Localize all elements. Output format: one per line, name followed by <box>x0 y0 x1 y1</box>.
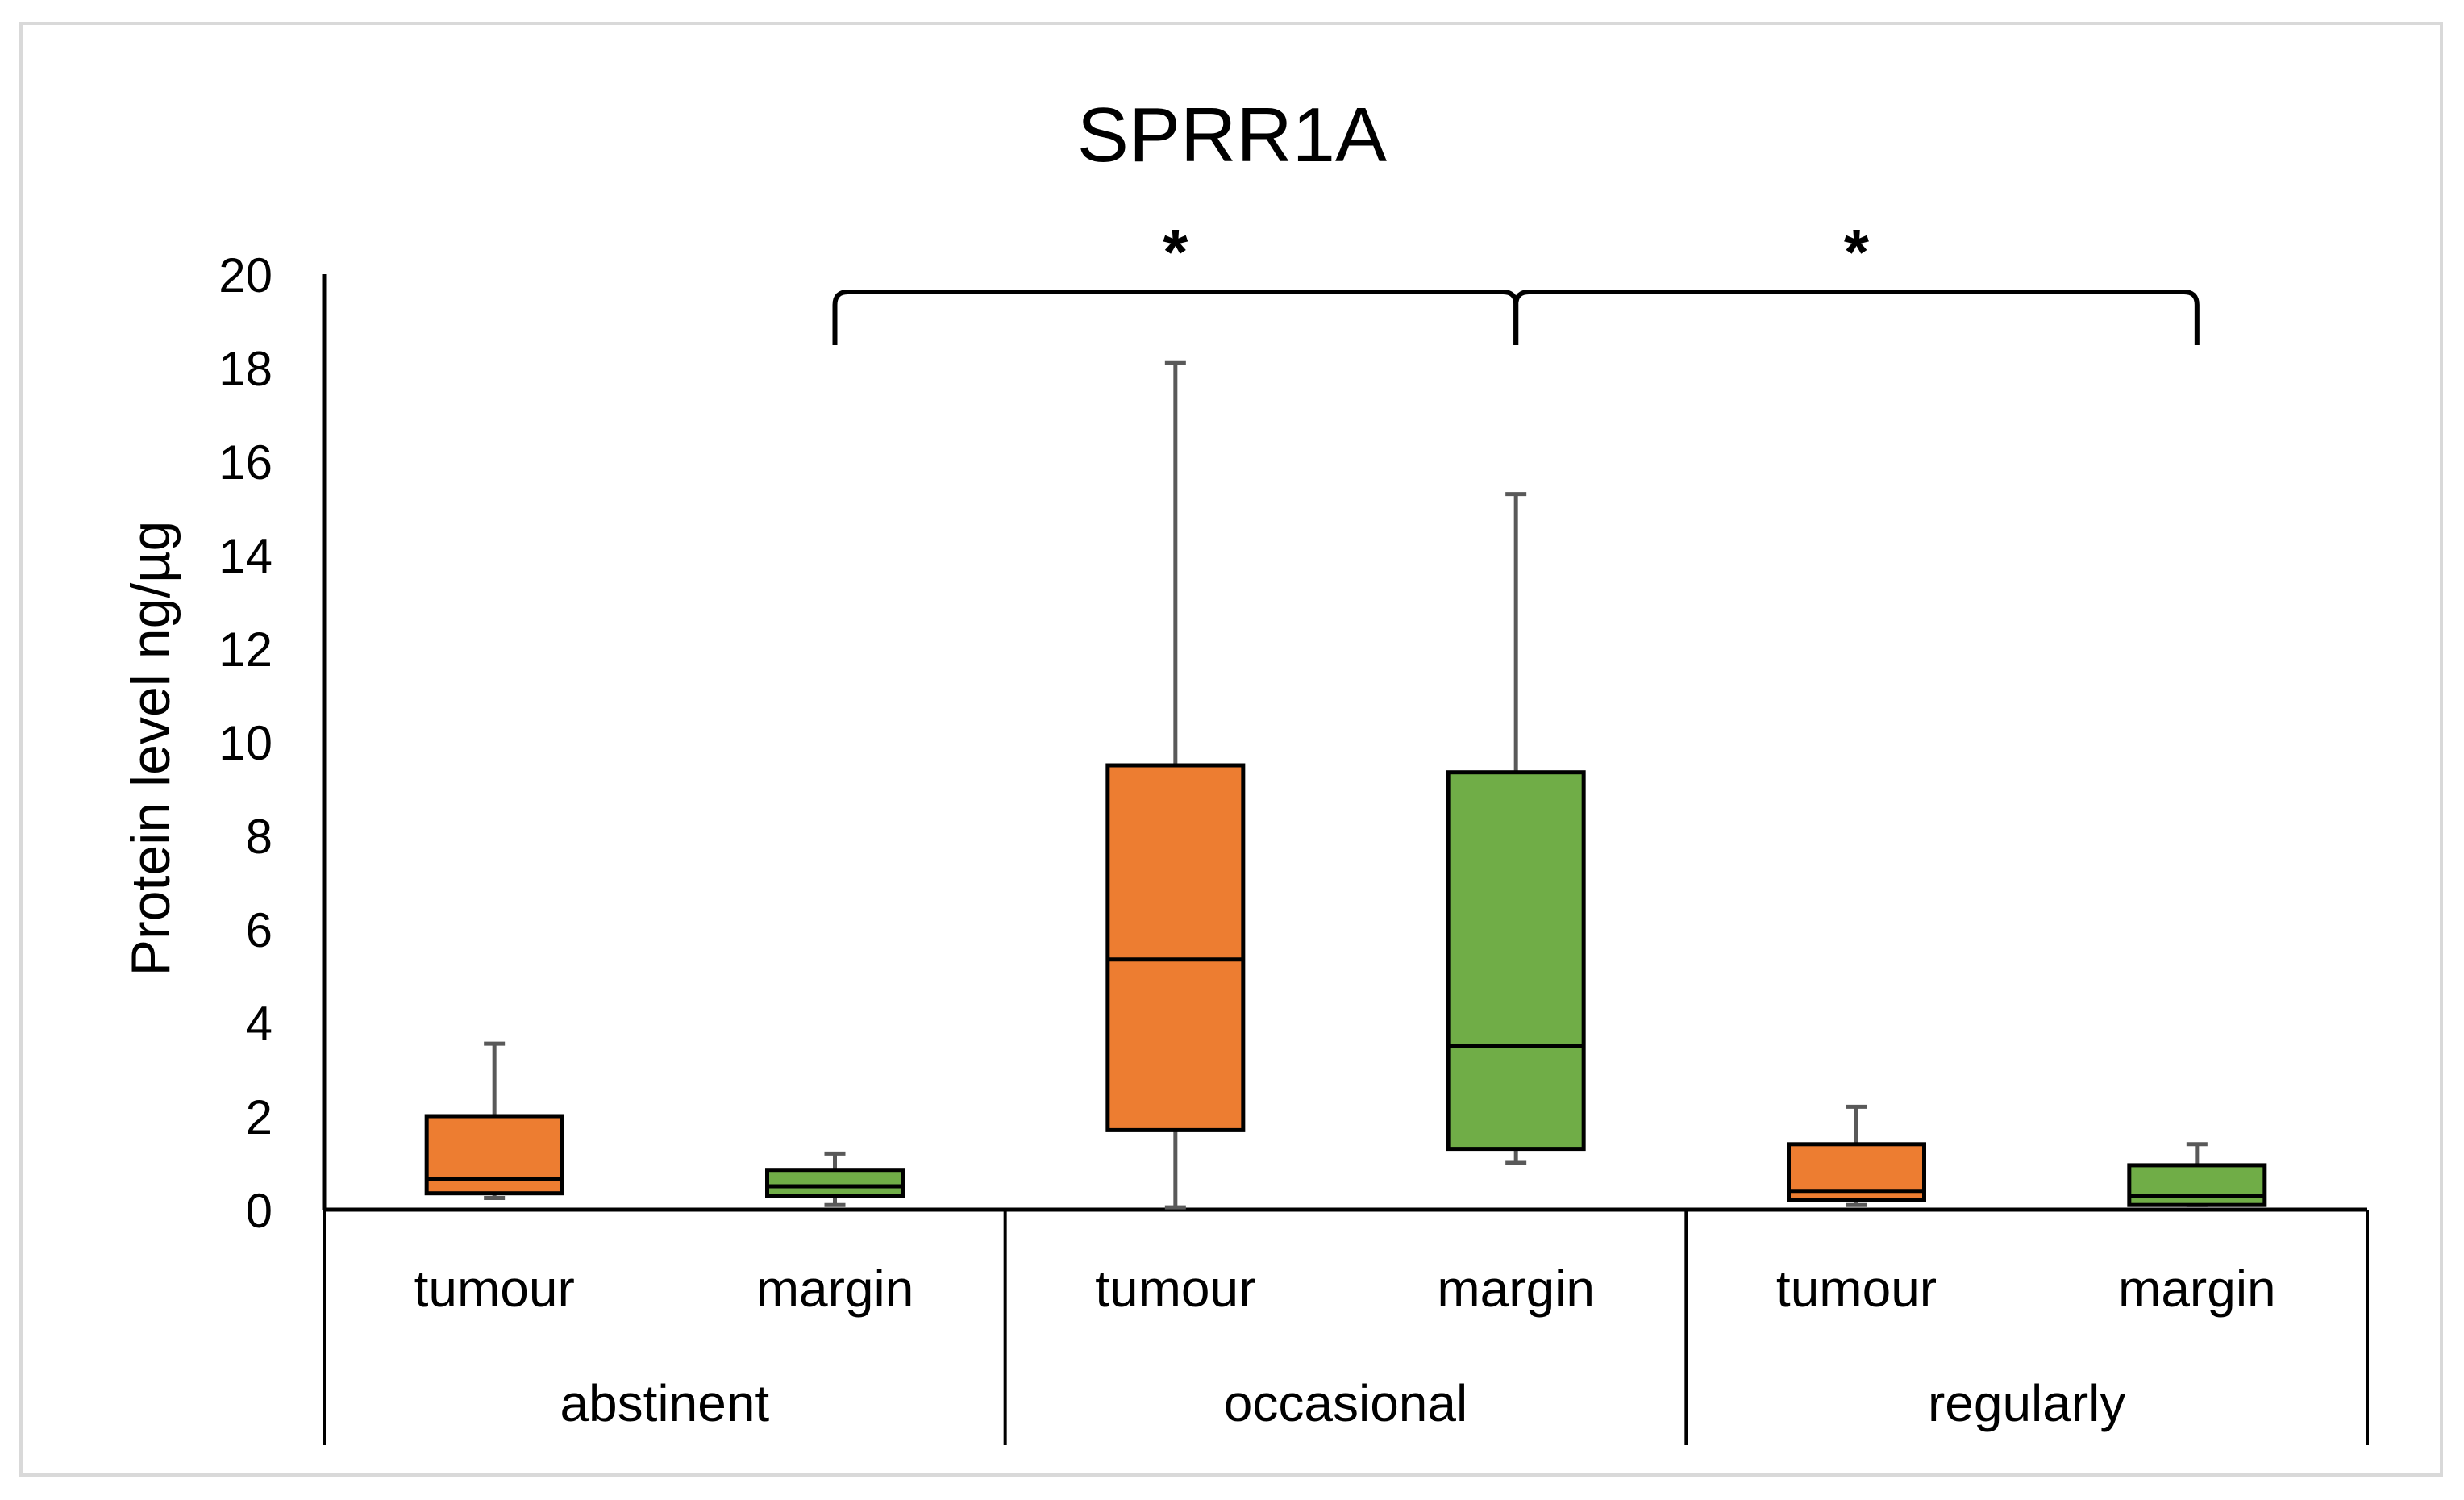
significance-star: * <box>1163 216 1188 288</box>
y-tick-label: 2 <box>246 1090 273 1144</box>
box-occasional-margin <box>1446 770 1586 1152</box>
box-label: margin <box>1437 1260 1595 1318</box>
y-axis-label: Protein level ng/µg <box>120 521 181 977</box>
y-tick-label: 0 <box>246 1184 273 1238</box>
group-label: occasional <box>1224 1374 1467 1432</box>
y-tick-label: 4 <box>246 997 273 1051</box>
chart-border <box>19 22 2443 1477</box>
box-regularly-margin <box>2127 1163 2267 1207</box>
box-label: tumour <box>414 1260 575 1318</box>
box-label: margin <box>756 1260 914 1318</box>
y-tick-label: 16 <box>219 435 273 490</box>
box-abstinent-margin <box>765 1168 905 1198</box>
chart-title: SPRR1A <box>1077 92 1387 178</box>
group-label: regularly <box>1928 1374 2125 1432</box>
box-abstinent-tumour <box>424 1114 564 1196</box>
box-occasional-tumour <box>1105 763 1246 1132</box>
y-tick-label: 14 <box>219 529 273 583</box>
box-label: tumour <box>1776 1260 1937 1318</box>
box-label: margin <box>2118 1260 2276 1318</box>
y-tick-label: 12 <box>219 623 273 677</box>
plot-area: 0 2 4 6 8 10 12 14 16 18 20 abstinent tumour margin oc… <box>219 216 2369 1445</box>
y-tick-label: 18 <box>219 342 273 396</box>
y-tick-label: 20 <box>219 248 273 302</box>
y-tick-label: 6 <box>246 903 273 957</box>
significance-star: * <box>1844 216 1870 288</box>
box-label: tumour <box>1095 1260 1255 1318</box>
y-tick-label: 10 <box>219 716 273 770</box>
significance-bracket <box>1513 290 2200 345</box>
group-label: abstinent <box>560 1374 769 1432</box>
y-tick-label: 8 <box>246 810 273 864</box>
